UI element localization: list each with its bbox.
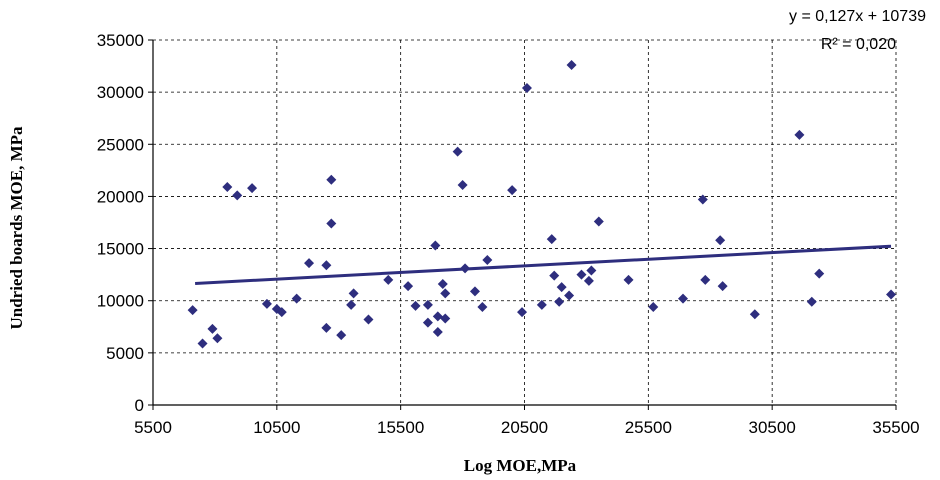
x-tick-label: 20500 (501, 418, 548, 437)
data-point (336, 330, 347, 341)
data-point (346, 299, 357, 310)
y-tick-label: 5000 (106, 344, 144, 363)
data-point (440, 313, 451, 324)
data-point (482, 255, 493, 266)
data-point (546, 234, 557, 245)
data-point (432, 327, 443, 337)
data-point (422, 299, 433, 310)
x-tick-label: 35500 (872, 418, 919, 437)
data-point (410, 300, 421, 311)
data-point (187, 305, 198, 316)
data-point (261, 298, 272, 309)
x-tick-label: 15500 (377, 418, 424, 437)
data-point (197, 338, 208, 349)
data-point (247, 183, 258, 194)
trendline-r-squared: R² = 0,020 (821, 36, 896, 53)
data-point (886, 289, 897, 300)
data-point (678, 293, 689, 304)
y-tick-label: 15000 (97, 240, 144, 259)
data-point (749, 309, 760, 320)
data-point (794, 129, 805, 140)
data-point (717, 281, 728, 292)
data-point (576, 269, 587, 280)
y-tick-label: 10000 (97, 292, 144, 311)
data-point (814, 268, 825, 279)
data-point (593, 216, 604, 227)
data-point (326, 218, 337, 229)
data-point (276, 307, 287, 318)
trendline-equation: y = 0,127x + 10739 (789, 8, 926, 25)
data-point (452, 146, 463, 157)
data-point (521, 82, 532, 93)
data-point (715, 235, 726, 246)
data-point (460, 263, 471, 274)
data-point (321, 322, 332, 333)
data-point (212, 333, 223, 344)
data-point (232, 190, 243, 201)
data-point (348, 288, 359, 299)
trendline-path (195, 244, 892, 285)
data-point (566, 60, 577, 71)
data-point (304, 258, 315, 269)
data-point (564, 290, 575, 301)
data-point (403, 281, 414, 292)
data-point (623, 274, 634, 285)
data-point (556, 282, 567, 293)
trendline (195, 244, 892, 285)
data-point (440, 288, 451, 299)
data-point (222, 182, 233, 193)
data-point (536, 299, 547, 310)
data-point (291, 293, 302, 304)
data-point (326, 174, 337, 185)
y-tick-label: 0 (135, 396, 144, 415)
data-point (586, 265, 597, 276)
x-tick-label: 25500 (625, 418, 672, 437)
data-points (187, 60, 897, 349)
data-point (437, 279, 448, 290)
data-point (469, 286, 480, 297)
grid (153, 39, 897, 405)
x-axis-ticks: 5500 10500 15500 20500 25500 30500 35500 (134, 405, 920, 437)
x-tick-label: 10500 (253, 418, 300, 437)
data-point (549, 270, 560, 281)
x-axis-title: Log MOE,MPa (464, 456, 577, 475)
y-tick-label: 25000 (97, 135, 144, 154)
x-tick-label: 5500 (134, 418, 172, 437)
data-point (648, 301, 659, 312)
y-tick-label: 35000 (97, 31, 144, 50)
data-point (457, 179, 468, 190)
y-tick-label: 20000 (97, 187, 144, 206)
data-point (517, 307, 528, 318)
data-point (697, 194, 708, 205)
y-axis-title: Undried boards MOE, MPa (7, 126, 26, 330)
data-point (583, 275, 594, 286)
data-point (430, 240, 441, 251)
y-axis-ticks: 0 5000 10000 15000 20000 25000 30000 35000 (97, 31, 153, 415)
data-point (321, 260, 332, 271)
data-point (700, 274, 711, 285)
data-point (507, 185, 518, 196)
y-tick-label: 30000 (97, 83, 144, 102)
data-point (207, 323, 218, 334)
data-point (806, 296, 817, 307)
data-point (422, 317, 433, 328)
x-tick-label: 30500 (749, 418, 796, 437)
data-point (383, 274, 394, 285)
data-point (477, 301, 488, 312)
data-point (554, 296, 565, 307)
data-point (432, 311, 443, 322)
data-point (363, 314, 374, 325)
